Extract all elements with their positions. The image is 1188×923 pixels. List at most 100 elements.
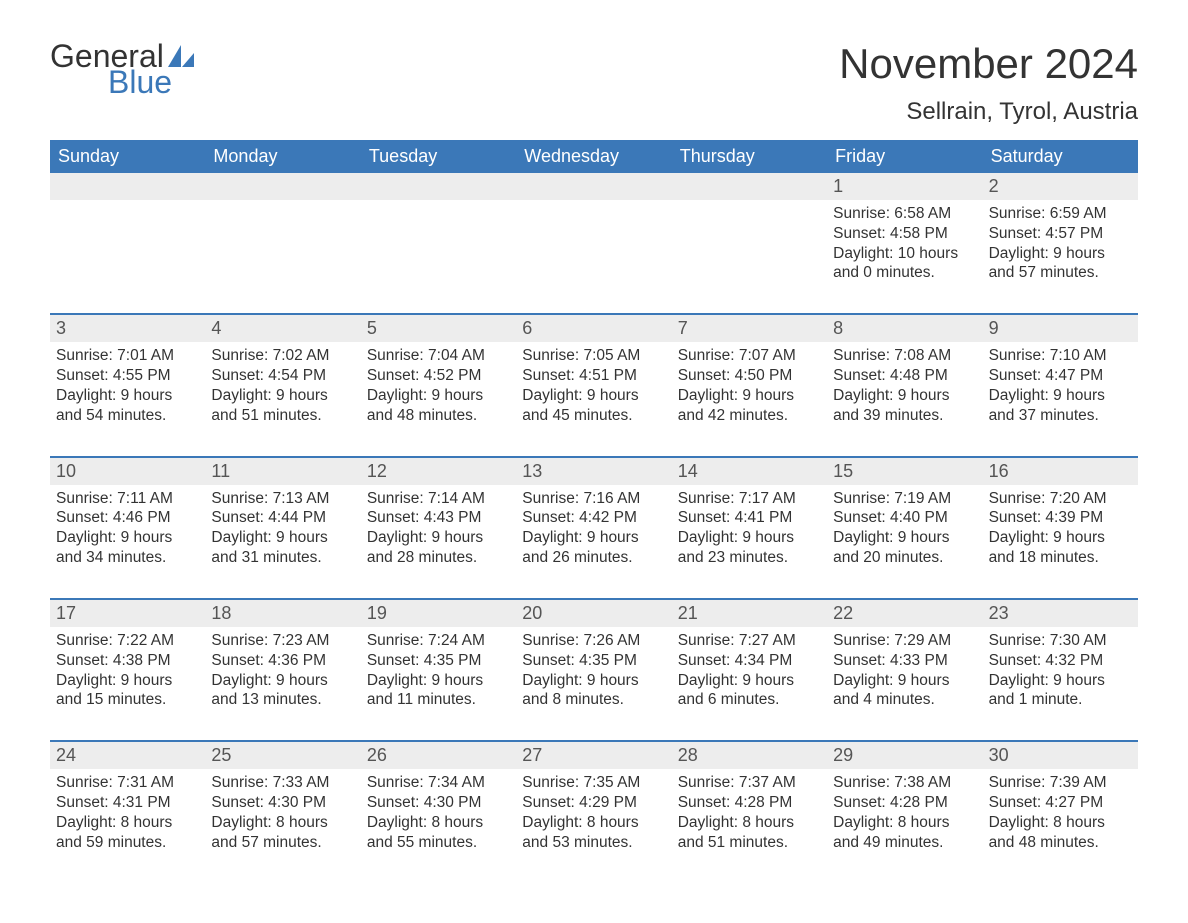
- day-number: 29: [827, 742, 982, 769]
- day2-text: and 31 minutes.: [211, 548, 354, 568]
- day1-text: Daylight: 9 hours: [367, 528, 510, 548]
- day1-text: Daylight: 9 hours: [833, 671, 976, 691]
- day-content: Sunrise: 7:33 AMSunset: 4:30 PMDaylight:…: [205, 769, 360, 882]
- day-content: Sunrise: 7:10 AMSunset: 4:47 PMDaylight:…: [983, 342, 1138, 455]
- weekday-header-row: SundayMondayTuesdayWednesdayThursdayFrid…: [50, 140, 1138, 173]
- header: General Blue November 2024 Sellrain, Tyr…: [50, 40, 1138, 134]
- weekday-friday: Friday: [827, 140, 982, 173]
- weekday-saturday: Saturday: [983, 140, 1138, 173]
- day-content: Sunrise: 7:02 AMSunset: 4:54 PMDaylight:…: [205, 342, 360, 455]
- week-2-content-row: Sunrise: 7:11 AMSunset: 4:46 PMDaylight:…: [50, 485, 1138, 598]
- week-2-daynum-row: 10111213141516: [50, 456, 1138, 485]
- day-number: 11: [205, 458, 360, 485]
- day1-text: Daylight: 9 hours: [522, 671, 665, 691]
- sunrise-text: Sunrise: 7:19 AM: [833, 489, 976, 509]
- day1-text: Daylight: 8 hours: [522, 813, 665, 833]
- day-number: 27: [516, 742, 671, 769]
- day2-text: and 42 minutes.: [678, 406, 821, 426]
- day-number: 26: [361, 742, 516, 769]
- sunset-text: Sunset: 4:48 PM: [833, 366, 976, 386]
- sunrise-text: Sunrise: 7:10 AM: [989, 346, 1132, 366]
- day-content: Sunrise: 7:26 AMSunset: 4:35 PMDaylight:…: [516, 627, 671, 740]
- sunrise-text: Sunrise: 7:38 AM: [833, 773, 976, 793]
- day-content: [361, 200, 516, 313]
- sunset-text: Sunset: 4:40 PM: [833, 508, 976, 528]
- sunrise-text: Sunrise: 7:14 AM: [367, 489, 510, 509]
- sunset-text: Sunset: 4:43 PM: [367, 508, 510, 528]
- day-number: [361, 173, 516, 200]
- weekday-tuesday: Tuesday: [361, 140, 516, 173]
- day-content: Sunrise: 7:04 AMSunset: 4:52 PMDaylight:…: [361, 342, 516, 455]
- sunset-text: Sunset: 4:30 PM: [367, 793, 510, 813]
- day-number: 18: [205, 600, 360, 627]
- day-content: Sunrise: 7:19 AMSunset: 4:40 PMDaylight:…: [827, 485, 982, 598]
- day-content: Sunrise: 7:17 AMSunset: 4:41 PMDaylight:…: [672, 485, 827, 598]
- day-content: Sunrise: 7:38 AMSunset: 4:28 PMDaylight:…: [827, 769, 982, 882]
- day2-text: and 23 minutes.: [678, 548, 821, 568]
- day-content: Sunrise: 7:23 AMSunset: 4:36 PMDaylight:…: [205, 627, 360, 740]
- day2-text: and 48 minutes.: [367, 406, 510, 426]
- day2-text: and 45 minutes.: [522, 406, 665, 426]
- day2-text: and 51 minutes.: [678, 833, 821, 853]
- day2-text: and 57 minutes.: [989, 263, 1132, 283]
- day2-text: and 6 minutes.: [678, 690, 821, 710]
- sunset-text: Sunset: 4:31 PM: [56, 793, 199, 813]
- day-content: Sunrise: 7:29 AMSunset: 4:33 PMDaylight:…: [827, 627, 982, 740]
- sunset-text: Sunset: 4:39 PM: [989, 508, 1132, 528]
- sunset-text: Sunset: 4:38 PM: [56, 651, 199, 671]
- sunset-text: Sunset: 4:58 PM: [833, 224, 976, 244]
- sunset-text: Sunset: 4:50 PM: [678, 366, 821, 386]
- day1-text: Daylight: 8 hours: [367, 813, 510, 833]
- day2-text: and 34 minutes.: [56, 548, 199, 568]
- day-number: 4: [205, 315, 360, 342]
- sunset-text: Sunset: 4:55 PM: [56, 366, 199, 386]
- day2-text: and 54 minutes.: [56, 406, 199, 426]
- day1-text: Daylight: 9 hours: [56, 386, 199, 406]
- day2-text: and 1 minute.: [989, 690, 1132, 710]
- sunrise-text: Sunrise: 7:29 AM: [833, 631, 976, 651]
- day1-text: Daylight: 8 hours: [678, 813, 821, 833]
- day-content: Sunrise: 7:35 AMSunset: 4:29 PMDaylight:…: [516, 769, 671, 882]
- weekday-sunday: Sunday: [50, 140, 205, 173]
- day1-text: Daylight: 8 hours: [211, 813, 354, 833]
- day-content: Sunrise: 6:58 AMSunset: 4:58 PMDaylight:…: [827, 200, 982, 313]
- sunrise-text: Sunrise: 7:17 AM: [678, 489, 821, 509]
- day-number: 2: [983, 173, 1138, 200]
- day2-text: and 26 minutes.: [522, 548, 665, 568]
- sunset-text: Sunset: 4:36 PM: [211, 651, 354, 671]
- week-1-content-row: Sunrise: 7:01 AMSunset: 4:55 PMDaylight:…: [50, 342, 1138, 455]
- day-content: Sunrise: 7:16 AMSunset: 4:42 PMDaylight:…: [516, 485, 671, 598]
- sunset-text: Sunset: 4:46 PM: [56, 508, 199, 528]
- day-content: Sunrise: 7:11 AMSunset: 4:46 PMDaylight:…: [50, 485, 205, 598]
- sunrise-text: Sunrise: 7:39 AM: [989, 773, 1132, 793]
- logo-text-blue: Blue: [108, 66, 172, 98]
- sunrise-text: Sunrise: 7:11 AM: [56, 489, 199, 509]
- day-content: Sunrise: 7:13 AMSunset: 4:44 PMDaylight:…: [205, 485, 360, 598]
- sunrise-text: Sunrise: 7:02 AM: [211, 346, 354, 366]
- day1-text: Daylight: 8 hours: [833, 813, 976, 833]
- sunset-text: Sunset: 4:57 PM: [989, 224, 1132, 244]
- day-number: 17: [50, 600, 205, 627]
- sunrise-text: Sunrise: 7:30 AM: [989, 631, 1132, 651]
- day1-text: Daylight: 9 hours: [367, 386, 510, 406]
- sunrise-text: Sunrise: 6:58 AM: [833, 204, 976, 224]
- day1-text: Daylight: 9 hours: [56, 528, 199, 548]
- sunset-text: Sunset: 4:51 PM: [522, 366, 665, 386]
- day1-text: Daylight: 10 hours: [833, 244, 976, 264]
- day-content: Sunrise: 7:14 AMSunset: 4:43 PMDaylight:…: [361, 485, 516, 598]
- day1-text: Daylight: 9 hours: [989, 528, 1132, 548]
- day-number: 13: [516, 458, 671, 485]
- day-number: [205, 173, 360, 200]
- day-number: 15: [827, 458, 982, 485]
- sunset-text: Sunset: 4:29 PM: [522, 793, 665, 813]
- day2-text: and 20 minutes.: [833, 548, 976, 568]
- sunset-text: Sunset: 4:32 PM: [989, 651, 1132, 671]
- sunrise-text: Sunrise: 7:07 AM: [678, 346, 821, 366]
- sunrise-text: Sunrise: 7:37 AM: [678, 773, 821, 793]
- day2-text: and 59 minutes.: [56, 833, 199, 853]
- weekday-thursday: Thursday: [672, 140, 827, 173]
- day1-text: Daylight: 9 hours: [989, 244, 1132, 264]
- sunrise-text: Sunrise: 7:04 AM: [367, 346, 510, 366]
- day1-text: Daylight: 9 hours: [989, 671, 1132, 691]
- day1-text: Daylight: 9 hours: [522, 386, 665, 406]
